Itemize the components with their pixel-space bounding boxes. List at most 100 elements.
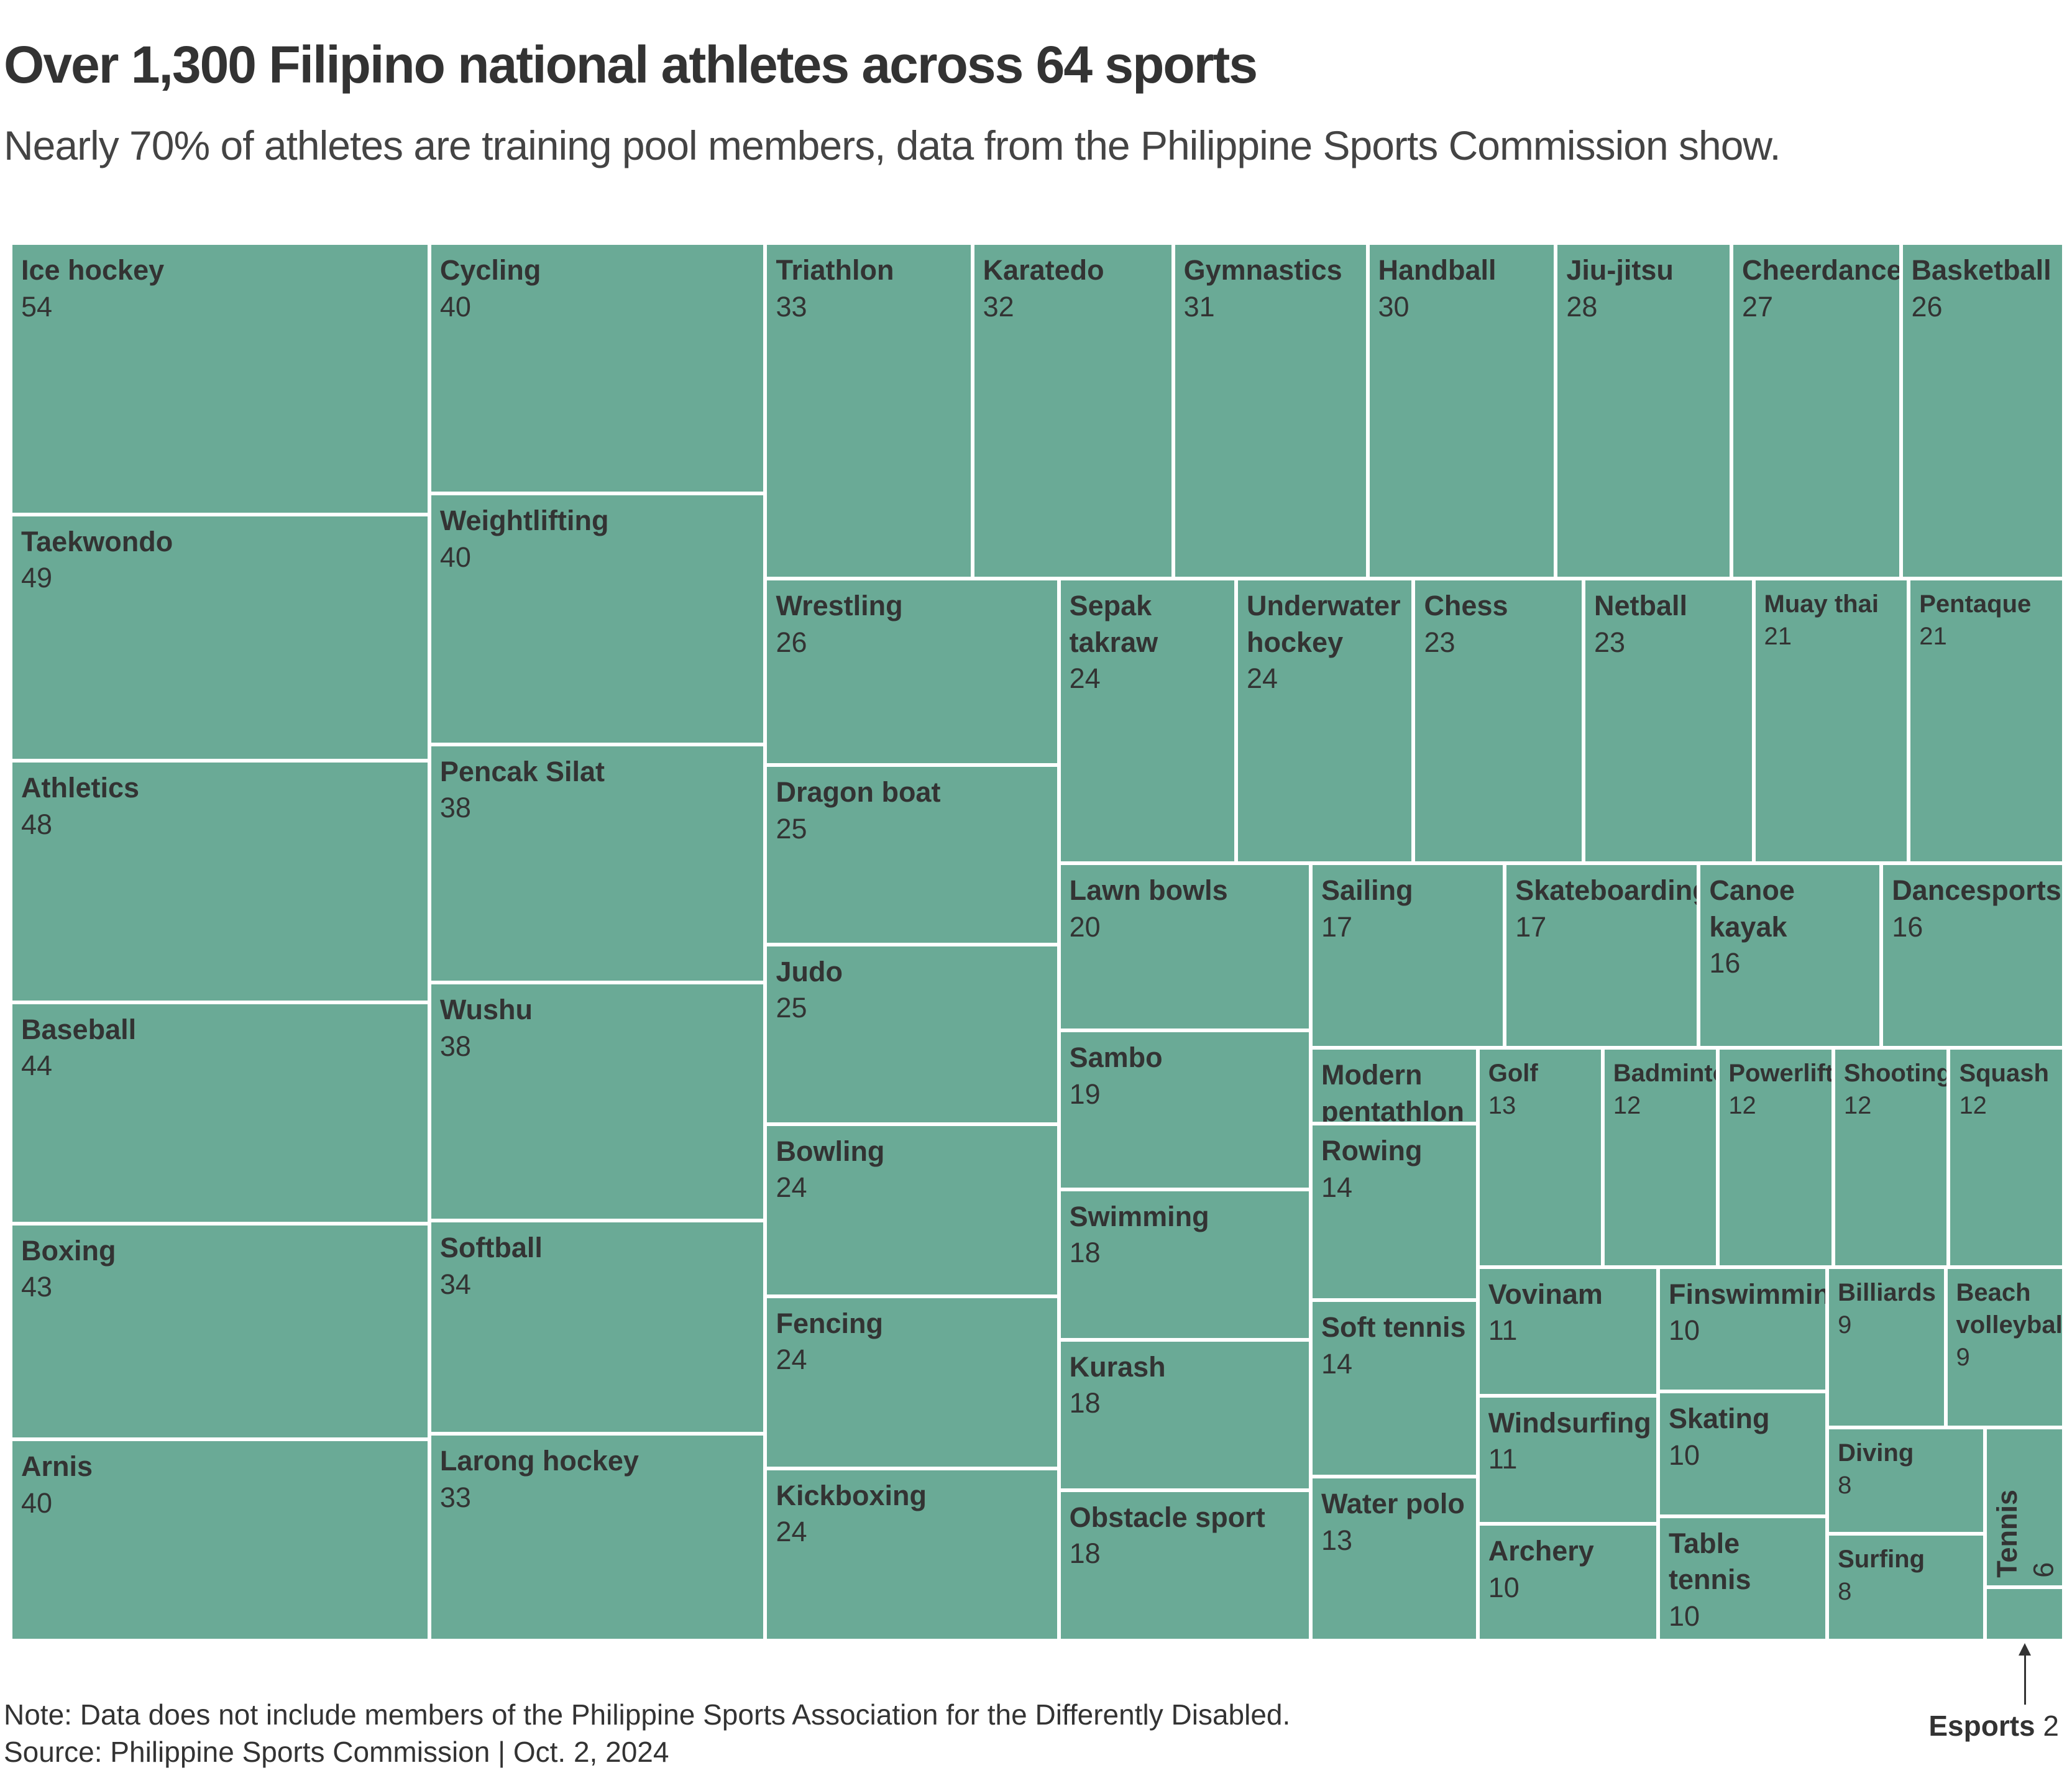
cell-label: Windsurfing 11 [1488,1405,1651,1478]
treemap-cell: Cycling 40 [429,243,766,494]
cell-name: Larong hockey [439,1445,639,1477]
treemap-cell: Kurash 18 [1058,1339,1311,1490]
cell-value: 24 [1247,662,1278,695]
cell-name: Vovinam [1488,1278,1603,1310]
cell-name: Rowing [1321,1135,1423,1167]
treemap-cell: Beach volleyball 9 [1945,1267,2064,1427]
treemap-cell: Shooting 12 [1833,1048,1949,1267]
cell-label: Skating 10 [1669,1401,1820,1473]
cell-value: 12 [1613,1092,1641,1120]
cell-label: Underwater hockey 24 [1247,588,1406,697]
cell-label: Billiards 9 [1838,1276,1938,1341]
cell-value: 12 [1728,1092,1756,1120]
cell-name: Wushu [439,994,533,1026]
cell-value: 18 [1069,1387,1101,1419]
cell-value: 18 [1069,1237,1101,1269]
cell-name: Ice hockey [21,254,165,286]
treemap-cell: Weightlifting 40 [429,493,766,744]
cell-label: Lawn bowls 20 [1070,873,1304,945]
cell-label: Handball 30 [1378,252,1549,325]
chart-title: Over 1,300 Filipino national athletes ac… [4,35,1258,94]
cell-value: 11 [1488,1314,1518,1347]
cell-value: 2 [2043,1710,2059,1742]
treemap-cell: Diving 8 [1827,1427,1986,1534]
cell-label: Shooting 12 [1843,1057,1949,1122]
cell-label: Netball 23 [1594,588,1747,661]
treemap-cell: Archery 10 [1477,1524,1658,1641]
cell-name: Shooting [1843,1060,1949,1088]
cell-label: Karatedo 32 [983,252,1167,325]
cell-name: Fencing [776,1307,883,1339]
cell-label: Softball 34 [440,1230,759,1303]
cell-label: Larong hockey 33 [440,1443,759,1516]
cell-name: Modern pentathlon [1321,1059,1464,1124]
cell-value: 25 [776,812,807,845]
cell-label: Golf 13 [1488,1057,1596,1122]
cell-value: 6 [2027,1562,2059,1578]
cell-value: 10 [1668,1600,1700,1632]
cell-name: Underwater hockey [1247,590,1401,658]
cell-label: Dancesports 16 [1892,873,2061,945]
cell-value: 25 [776,992,807,1024]
cell-value: 8 [1838,1471,1852,1499]
cell-label: Kurash 18 [1070,1349,1304,1422]
treemap-cell: Athletics 48 [11,761,429,1002]
cell-label: Powerlifting 12 [1728,1057,1831,1122]
treemap-cell: Muay thai 21 [1753,579,1909,864]
cell-name: Golf [1488,1060,1538,1088]
cell-label: Squash 12 [1959,1057,2057,1122]
cell-name: Diving [1838,1439,1914,1467]
cell-name: Kickboxing [776,1479,927,1511]
cell-name: Tennis [1991,1490,2023,1578]
cell-value: 43 [21,1271,53,1303]
cell-value: 23 [1424,626,1455,658]
cell-name: Handball [1378,254,1497,286]
treemap-cell: Lawn bowls 20 [1058,863,1311,1031]
cell-value: 9 [1838,1311,1852,1339]
treemap-cell: Judo 25 [765,944,1059,1124]
cell-name: Sepak takraw [1069,590,1158,658]
cell-name: Windsurfing [1488,1406,1651,1439]
treemap-cell: Handball 30 [1367,243,1556,579]
cell-value: 33 [439,1481,471,1513]
treemap-cell: Basketball 26 [1900,243,2064,579]
cell-label: Vovinam 11 [1488,1276,1651,1349]
cell-name: Boxing [21,1234,116,1267]
cell-value: 30 [1378,290,1410,323]
cell-value: 12 [1843,1092,1872,1120]
cell-value: 40 [439,541,471,573]
cell-value: 14 [1321,1171,1353,1203]
note: Note: Data does not include members of t… [4,1698,1291,1731]
cell-label: Archery 10 [1488,1533,1651,1606]
cell-label: Athletics 48 [21,770,423,843]
treemap-cell: Sambo 19 [1058,1030,1311,1189]
cell-label: Modern pentathlon 6 [1321,1057,1471,1124]
cell-name: Billiards [1838,1278,1936,1306]
cell-name: Skating [1668,1403,1770,1435]
treemap-cell: Baseball 44 [11,1002,429,1224]
cell-name: Netball [1593,590,1687,622]
treemap-cell: Badminton 12 [1602,1048,1718,1267]
cell-label: Taekwondo 49 [21,524,423,597]
cell-value: 21 [1764,623,1792,651]
cell-name: Table tennis [1668,1527,1751,1596]
treemap-cell: Skateboarding 17 [1505,863,1699,1048]
cell-label: Diving 8 [1838,1437,1978,1501]
cell-name: Softball [439,1232,543,1264]
cell-value: 40 [439,290,471,323]
treemap-cell: Canoe kayak 16 [1698,863,1882,1048]
cell-name: Chess [1424,590,1508,622]
cell-value: 40 [21,1487,53,1519]
treemap-cell: Softball 34 [429,1221,766,1434]
cell-value: 19 [1069,1078,1101,1110]
cell-label: Wrestling 26 [776,588,1052,661]
cell-name: Esports [1928,1710,2035,1742]
treemap-cell: Netball 23 [1583,579,1754,864]
treemap-cell: Skating 10 [1657,1391,1828,1516]
cell-label: Table tennis 10 [1669,1526,1820,1635]
cell-label: Badminton 12 [1613,1057,1717,1122]
treemap-cell: Dancesports 16 [1881,863,2064,1048]
cell-name: Canoe kayak [1709,874,1795,943]
cell-label: Soft tennis 14 [1321,1309,1471,1382]
